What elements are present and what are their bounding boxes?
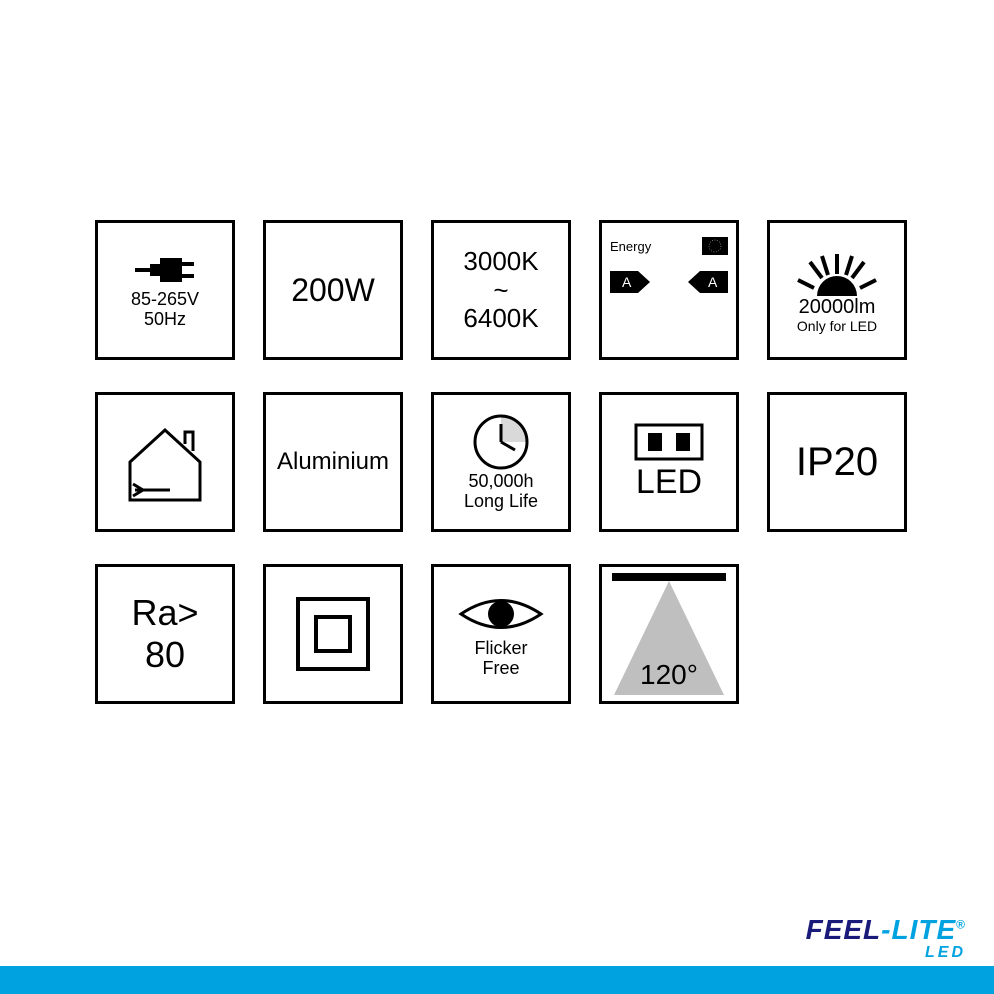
flicker-line2: Free: [482, 659, 519, 679]
cell-lumen: 20000lm Only for LED: [767, 220, 907, 360]
voltage-line2: 50Hz: [144, 310, 186, 330]
life-line2: Long Life: [464, 492, 538, 512]
ip-label: IP20: [796, 440, 878, 485]
cell-power: 200W: [263, 220, 403, 360]
sun-rays-icon: [792, 246, 882, 296]
brand-logo: FEEL-LITE® LED: [806, 914, 966, 962]
led-label: LED: [636, 463, 702, 502]
cell-class2: [263, 564, 403, 704]
eu-flag-icon: [702, 237, 728, 255]
power-label: 200W: [291, 272, 375, 309]
cell-ip: IP20: [767, 392, 907, 532]
brand-part1: FEEL: [806, 914, 882, 945]
cell-life: 50,000h Long Life: [431, 392, 571, 532]
cell-led: LED: [599, 392, 739, 532]
cell-voltage: 85-265V 50Hz: [95, 220, 235, 360]
lumen-value: 20000lm: [799, 296, 876, 318]
eye-icon: [456, 589, 546, 639]
cct-mid: ~: [493, 276, 508, 305]
material-label: Aluminium: [277, 449, 389, 475]
led-chip-icon: [634, 423, 704, 461]
cell-material: Aluminium: [263, 392, 403, 532]
beam-angle: 120°: [602, 659, 736, 691]
svg-text:A: A: [708, 274, 718, 290]
cell-cct: 3000K ~ 6400K: [431, 220, 571, 360]
lumen-note: Only for LED: [797, 318, 877, 334]
footer-bar: [0, 966, 994, 994]
cell-beam: 120°: [599, 564, 739, 704]
energy-arrow-left-icon: A: [610, 271, 650, 293]
flicker-line1: Flicker: [475, 639, 528, 659]
voltage-line1: 85-265V: [131, 290, 199, 310]
cell-flicker: Flicker Free: [431, 564, 571, 704]
spec-icon-grid: 85-265V 50Hz 200W 3000K ~ 6400K Energy A…: [95, 220, 907, 704]
cri-line1: Ra>: [131, 592, 198, 634]
cri-line2: 80: [145, 634, 185, 676]
double-square-icon: [288, 589, 378, 679]
house-indoor-icon: [115, 412, 215, 512]
cct-line1: 3000K: [463, 247, 538, 276]
brand-reg: ®: [956, 918, 966, 932]
life-line1: 50,000h: [468, 472, 533, 492]
brand-sub: LED: [806, 944, 966, 962]
cell-cri: Ra> 80: [95, 564, 235, 704]
energy-arrow-right-icon: A: [688, 271, 728, 293]
cell-energy: Energy A A: [599, 220, 739, 360]
cct-line2: 6400K: [463, 304, 538, 333]
svg-text:A: A: [622, 274, 632, 290]
plug-icon: [130, 250, 200, 290]
brand-part2: -LITE: [881, 914, 956, 945]
clock-icon: [471, 412, 531, 472]
energy-label: Energy: [610, 239, 651, 254]
cell-indoor: [95, 392, 235, 532]
